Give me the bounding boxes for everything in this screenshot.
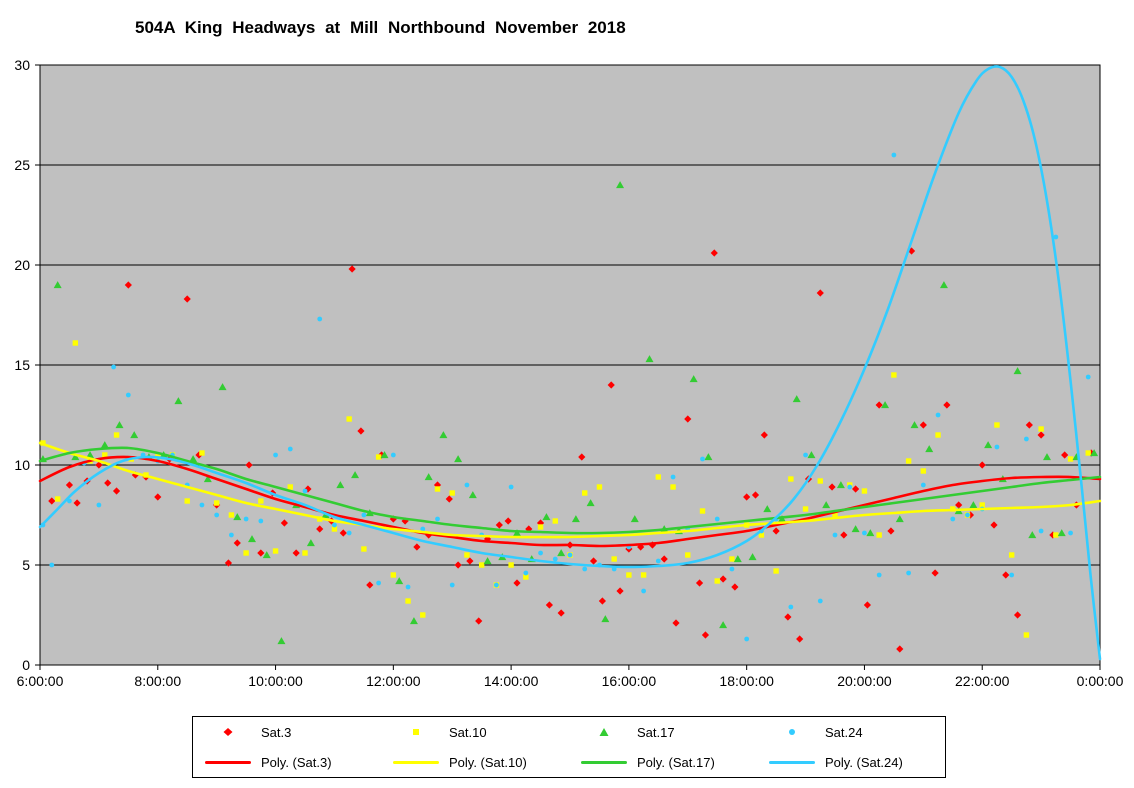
x-tick-label: 16:00:00 [602,673,657,689]
x-tick-label: 8:00:00 [134,673,181,689]
sat17-marker-icon [581,726,627,738]
poly-sat3-line-icon [205,760,251,764]
x-tick-label: 14:00:00 [484,673,539,689]
legend-label: Sat.24 [825,724,863,740]
trendline-Poly. (Sat.17) [38,446,1102,535]
legend-label: Poly. (Sat.24) [825,754,903,770]
y-tick-label: 20 [14,257,30,273]
legend-item-poly-sat3: Poly. (Sat.3) [193,755,381,770]
sat24-marker-icon [769,726,815,738]
legend-label: Sat.17 [637,724,675,740]
poly-sat17-line-icon [581,760,627,764]
trendline-Poly. (Sat.3) [38,455,1102,548]
legend-item-poly-sat17: Poly. (Sat.17) [569,755,757,770]
trendline-Poly. (Sat.10) [38,441,1102,539]
legend-label: Poly. (Sat.3) [261,754,332,770]
trendline-Poly. (Sat.24) [38,65,1102,661]
x-tick-label: 12:00:00 [366,673,421,689]
chart-title: 504A King Headways at Mill Northbound No… [135,18,626,37]
y-tick-label: 5 [22,557,30,573]
legend-item-sat17: Sat.17 [569,725,757,740]
legend-item-poly-sat24: Poly. (Sat.24) [757,755,945,770]
chart-canvas: 0 5 10 15 20 25 30 6:00:00 8:00:00 10:00:00 12:00:… [14,57,1124,689]
legend-label: Poly. (Sat.10) [449,754,527,770]
gridlines: 0 5 10 15 20 25 30 [14,57,1100,673]
y-tick-label: 15 [14,357,30,373]
x-tick-label: 18:00:00 [719,673,774,689]
poly-sat10-line-icon [393,760,439,764]
legend-label: Sat.10 [449,724,487,740]
x-tick-label: 0:00:00 [1077,673,1124,689]
sat10-marker-icon [393,726,439,738]
y-tick-label: 10 [14,457,30,473]
legend-item-sat3: Sat.3 [193,725,381,740]
x-axis: 6:00:00 8:00:00 10:00:00 12:00:00 14:00:00 16… [17,665,1124,689]
x-tick-label: 20:00:00 [837,673,892,689]
legend-label: Sat.3 [261,724,292,740]
x-tick-label: 6:00:00 [17,673,64,689]
legend-label: Poly. (Sat.17) [637,754,715,770]
legend: Sat.3 Sat.10 Sat.17 Sat.24 Poly. (Sat.3)… [192,716,946,778]
legend-item-sat24: Sat.24 [757,725,945,740]
legend-item-poly-sat10: Poly. (Sat.10) [381,755,569,770]
poly-sat24-line-icon [769,760,815,764]
y-tick-label: 0 [22,657,30,673]
x-tick-label: 22:00:00 [955,673,1010,689]
y-tick-label: 25 [14,157,30,173]
sat3-marker-icon [205,726,251,738]
y-tick-label: 30 [14,57,30,73]
x-tick-label: 10:00:00 [248,673,303,689]
legend-item-sat10: Sat.10 [381,725,569,740]
